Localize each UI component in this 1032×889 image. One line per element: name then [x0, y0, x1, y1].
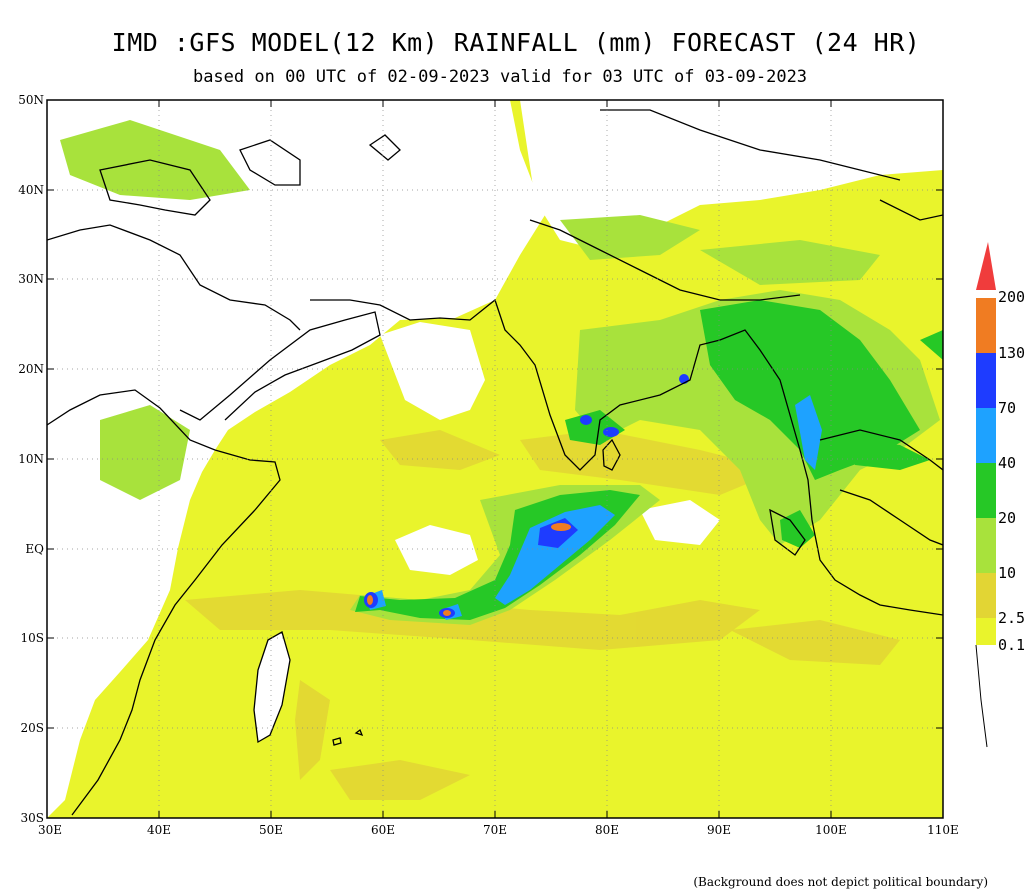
- colorbar-swatches: [976, 298, 996, 645]
- map-area: [47, 100, 943, 818]
- longitude-labels: 30E 40E 50E 60E 70E 80E 90E 100E 110E: [38, 823, 959, 837]
- colorbar-swatch: [976, 298, 996, 353]
- colorbar: 200 130 70 40 20 10 2.5 0.1: [975, 242, 1025, 748]
- dry-land-region: [47, 100, 545, 818]
- lat-tick-label: 50N: [18, 93, 44, 107]
- rain-band-130mm: [367, 523, 571, 616]
- colorbar-swatch: [976, 518, 996, 573]
- lon-tick-label: 100E: [815, 823, 847, 837]
- dry-patch: [640, 500, 720, 545]
- colorbar-swatch: [976, 408, 996, 463]
- colorbar-label: 200: [998, 288, 1025, 306]
- colorbar-label: 0.1: [998, 636, 1025, 654]
- lon-tick-label: 60E: [371, 823, 395, 837]
- axis-ticks: [46, 99, 944, 819]
- colorbar-label: 70: [998, 399, 1016, 417]
- colorbar-swatch: [976, 353, 996, 408]
- map-subtitle: based on 00 UTC of 02-09-2023 valid for …: [192, 67, 808, 87]
- lon-tick-label: 110E: [927, 823, 959, 837]
- lat-tick-label: 10N: [18, 452, 44, 466]
- lon-tick-label: 80E: [595, 823, 619, 837]
- map-title: IMD :GFS MODEL(12 Km) RAINFALL (mm) FORE…: [111, 28, 921, 57]
- colorbar-label: 2.5: [998, 609, 1025, 627]
- latitude-labels: 50N 40N 30N 20N 10N EQ 10S 20S 30S: [18, 93, 44, 825]
- lon-tick-label: 90E: [707, 823, 731, 837]
- colorbar-swatch: [976, 463, 996, 518]
- colorbar-label: 40: [998, 454, 1016, 472]
- lon-tick-label: 70E: [483, 823, 507, 837]
- lon-tick-label: 40E: [147, 823, 171, 837]
- colorbar-label: 20: [998, 509, 1016, 527]
- dry-patch: [395, 525, 478, 575]
- lat-tick-label: EQ: [25, 542, 44, 556]
- colorbar-top-arrow: [976, 242, 996, 290]
- lat-tick-label: 10S: [21, 631, 45, 645]
- colorbar-swatch: [976, 618, 996, 645]
- lat-tick-label: 20N: [18, 362, 44, 376]
- lat-tick-label: 30N: [18, 272, 44, 286]
- lat-tick-label: 20S: [21, 721, 45, 735]
- colorbar-bottom-arrow: [975, 644, 988, 748]
- colorbar-label: 130: [998, 344, 1025, 362]
- lat-tick-label: 40N: [18, 183, 44, 197]
- lon-tick-label: 50E: [259, 823, 283, 837]
- dry-land-region: [520, 100, 943, 250]
- lat-tick-label: 30S: [21, 811, 45, 825]
- coastlines: [47, 109, 943, 816]
- colorbar-swatch: [976, 573, 996, 618]
- dry-land-region: [254, 632, 290, 742]
- disclaimer-note: (Background does not depict political bo…: [693, 875, 988, 889]
- colorbar-label: 10: [998, 564, 1016, 582]
- lon-tick-label: 30E: [38, 823, 62, 837]
- dry-patch: [380, 322, 485, 420]
